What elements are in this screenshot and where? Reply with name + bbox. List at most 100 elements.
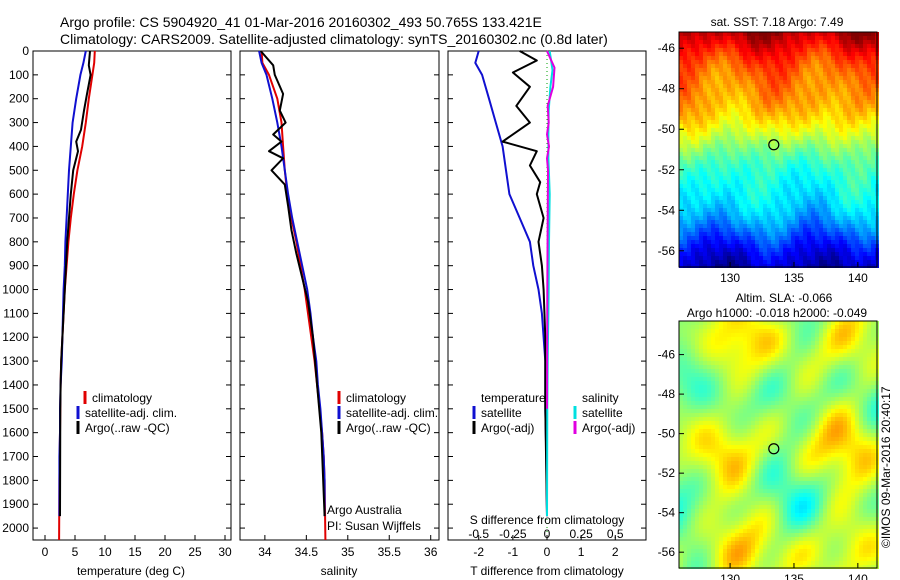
map-cell: [687, 92, 691, 96]
map-cell: [719, 321, 723, 325]
map-cell: [707, 333, 711, 337]
map-cell: [699, 333, 703, 337]
map-cell: [699, 104, 703, 108]
map-cell: [711, 60, 715, 64]
map-cell: [871, 88, 875, 92]
map-cell: [827, 124, 831, 128]
map-cell: [723, 44, 727, 48]
map-cell: [831, 136, 835, 140]
map-cell: [759, 68, 763, 72]
map-cell: [799, 345, 803, 349]
map-cell: [751, 120, 755, 124]
map-cell: [847, 36, 851, 40]
map-cell: [779, 425, 783, 429]
map-cell: [815, 393, 819, 397]
map-cell: [807, 325, 811, 329]
map-cell: [843, 116, 847, 120]
map-cell: [823, 365, 827, 369]
map-cell: [819, 224, 823, 228]
map-cell: [727, 365, 731, 369]
map-cell: [811, 36, 815, 40]
map-cell: [711, 144, 715, 148]
map-cell: [695, 44, 699, 48]
map-cell: [727, 204, 731, 208]
map-cell: [831, 128, 835, 132]
map-cell: [835, 164, 839, 168]
map-cell: [811, 148, 815, 152]
map-cell: [727, 409, 731, 413]
map-cell: [739, 64, 743, 68]
map-cell: [723, 148, 727, 152]
map-cell: [867, 389, 871, 393]
map-cell: [819, 429, 823, 433]
map-cell: [859, 144, 863, 148]
map-cell: [843, 409, 847, 413]
map-cell: [711, 441, 715, 445]
map-cell: [795, 433, 799, 437]
map-cell: [687, 329, 691, 333]
map-cell: [703, 148, 707, 152]
map-cell: [855, 64, 859, 68]
map-cell: [791, 68, 795, 72]
map-cell: [687, 100, 691, 104]
map-cell: [799, 385, 803, 389]
map-cell: [751, 405, 755, 409]
map-cell: [859, 260, 863, 264]
map-cell: [759, 345, 763, 349]
map-cell: [855, 232, 859, 236]
map-cell: [759, 44, 763, 48]
map-cell: [687, 188, 691, 192]
map-cell: [843, 112, 847, 116]
map-cell: [847, 104, 851, 108]
map-cell: [759, 204, 763, 208]
map-cell: [731, 457, 735, 461]
map-cell: [863, 252, 867, 256]
map-cell: [799, 365, 803, 369]
map-cell: [859, 32, 863, 36]
map-cell: [735, 48, 739, 52]
map-cell: [795, 88, 799, 92]
map-cell: [871, 68, 875, 72]
map-cell: [775, 68, 779, 72]
map-cell: [827, 337, 831, 341]
map-cell: [735, 204, 739, 208]
map-cell: [855, 389, 859, 393]
map-cell: [687, 152, 691, 156]
map-cell: [683, 357, 687, 361]
map-cell: [687, 421, 691, 425]
map-cell: [787, 124, 791, 128]
map-cell: [739, 240, 743, 244]
map-cell: [711, 40, 715, 44]
map-cell: [799, 104, 803, 108]
map-cell: [715, 389, 719, 393]
map-cell: [687, 405, 691, 409]
map-cell: [859, 381, 863, 385]
map-cell: [827, 361, 831, 365]
map-cell: [779, 128, 783, 132]
map-cell: [719, 116, 723, 120]
map-cell: [699, 425, 703, 429]
map-cell: [727, 208, 731, 212]
map-cell: [723, 353, 727, 357]
map-cell: [727, 64, 731, 68]
map-cell: [743, 405, 747, 409]
map-cell: [791, 441, 795, 445]
map-cell: [699, 116, 703, 120]
map-cell: [839, 64, 843, 68]
map-cell: [695, 409, 699, 413]
map-cell: [707, 128, 711, 132]
map-cell: [771, 321, 775, 325]
map-cell: [855, 337, 859, 341]
x-tick-label: 34.5: [295, 545, 319, 559]
map-cell: [863, 244, 867, 248]
map-cell: [783, 116, 787, 120]
map-cell: [735, 72, 739, 76]
map-cell: [803, 52, 807, 56]
map-cell: [695, 349, 699, 353]
map-cell: [807, 252, 811, 256]
map-cell: [791, 84, 795, 88]
map-cell: [759, 136, 763, 140]
map-cell: [835, 208, 839, 212]
map-cell: [835, 184, 839, 188]
map-cell: [751, 457, 755, 461]
